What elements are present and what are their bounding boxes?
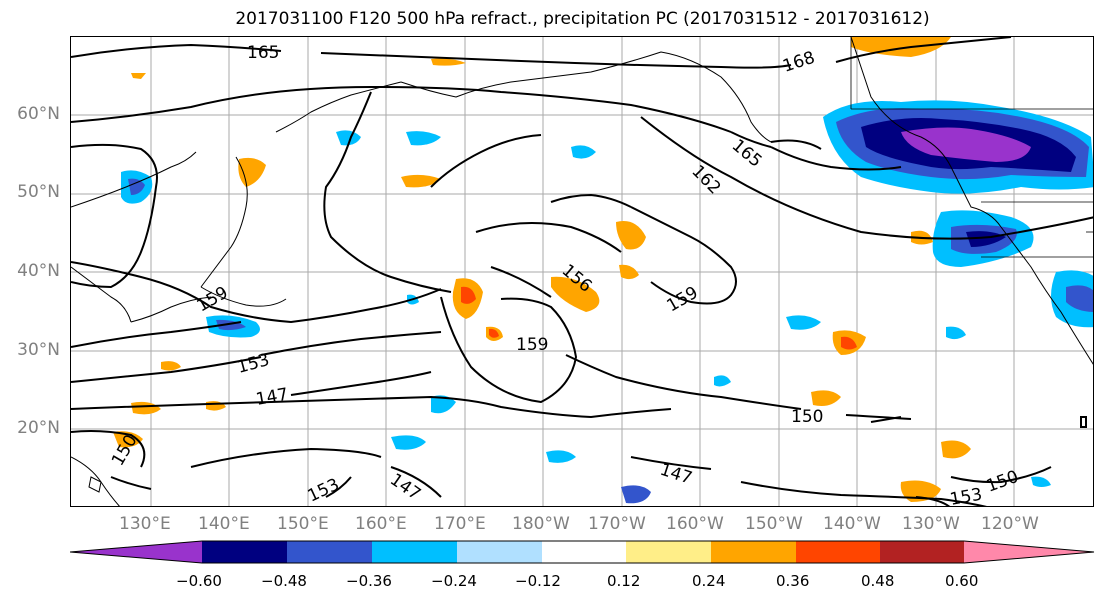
map-panel: 165 168 165 162 156 159 159 159 153 147 … [70, 36, 1094, 507]
colorbar-tick-label: −0.24 [431, 572, 477, 590]
contour-label: 150 [791, 407, 823, 427]
colorbar-segment [202, 541, 287, 563]
borders [850, 37, 1093, 258]
colorbar-segment [70, 541, 202, 563]
graticule [71, 37, 1093, 506]
contour-label: 159 [664, 283, 702, 317]
contour-label: 147 [657, 460, 694, 489]
coastlines [71, 37, 1093, 506]
colorbar-tick-label: −0.36 [346, 572, 392, 590]
lat-label-40n: 40°N [17, 261, 60, 281]
map-title: 2017031100 F120 500 hPa refract., precip… [235, 9, 930, 29]
lon-label-130w: 130°W [902, 514, 960, 534]
lon-label-140w: 140°W [823, 514, 881, 534]
lon-label-120w: 120°W [981, 514, 1039, 534]
colorbar-tick-label: 0.12 [607, 572, 641, 590]
lon-label-140e: 140°E [198, 514, 250, 534]
contour-label: 165 [247, 43, 279, 63]
lat-label-30n: 30°N [17, 340, 60, 360]
lon-label-160w: 160°W [666, 514, 724, 534]
map-svg: 165 168 165 162 156 159 159 159 153 147 … [71, 37, 1093, 507]
lat-label-60n: 60°N [17, 104, 60, 124]
lon-label-180w: 180°W [512, 514, 570, 534]
lat-label-50n: 50°N [17, 182, 60, 202]
colorbar-segment [626, 541, 711, 563]
colorbar-segment [796, 541, 880, 563]
lat-label-20n: 20°N [17, 418, 60, 438]
colorbar-segment [287, 541, 372, 563]
precip-negative-shading [121, 100, 1093, 504]
colorbar-segment [964, 541, 1094, 563]
lon-label-170w: 170°W [588, 514, 646, 534]
contour-label: 159 [516, 335, 548, 355]
lon-label-160e: 160°E [355, 514, 407, 534]
contour-label: 153 [948, 485, 983, 507]
colorbar-segment [880, 541, 964, 563]
contour-label: 165 [728, 136, 766, 172]
colorbar-segment [542, 541, 626, 563]
colorbar-segment [457, 541, 542, 563]
colorbar-segments [70, 541, 1094, 563]
colorbar-tick-label: 0.60 [945, 572, 979, 590]
colorbar-tick-label: −0.12 [515, 572, 561, 590]
contour-label: 153 [305, 475, 343, 507]
colorbar-outline [70, 540, 1095, 564]
precip-positive-shading [113, 37, 971, 502]
lon-label-170e: 170°E [434, 514, 486, 534]
colorbar [70, 540, 1095, 564]
lon-label-150e: 150°E [277, 514, 329, 534]
colorbar-tick-label: 0.48 [861, 572, 895, 590]
contour-label: 153 [235, 350, 272, 378]
contour-label: 147 [254, 385, 289, 410]
colorbar-tick-label: 0.24 [692, 572, 726, 590]
colorbar-tick-label: 0.36 [776, 572, 810, 590]
colorbar-segment [711, 541, 796, 563]
contour-label: 162 [687, 161, 724, 198]
colorbar-tick-label: −0.48 [261, 572, 307, 590]
contour-label: 147 [386, 470, 424, 505]
contour-label: 150 [984, 467, 1021, 497]
lon-label-150w: 150°W [745, 514, 803, 534]
colorbar-segment [372, 541, 457, 563]
contour-label: 168 [780, 48, 817, 77]
colorbar-tick-label: −0.60 [176, 572, 222, 590]
lon-label-130e: 130°E [119, 514, 171, 534]
refractivity-contours [71, 37, 1093, 506]
